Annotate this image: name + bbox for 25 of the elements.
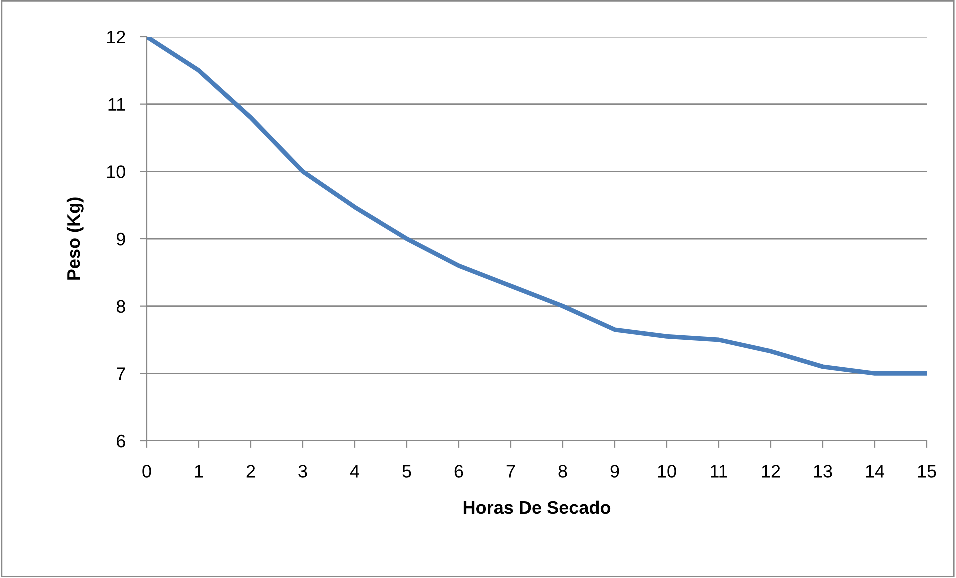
- x-tick-label: 7: [506, 465, 516, 478]
- x-tick-label: 15: [918, 465, 936, 478]
- x-tick-label: 5: [402, 465, 412, 478]
- y-tick-label: 10: [107, 166, 126, 178]
- x-tick-label: 8: [558, 465, 568, 478]
- x-tick-label: 2: [246, 465, 256, 478]
- x-tick-label: 0: [142, 465, 152, 478]
- y-tick-label: 12: [107, 30, 126, 44]
- x-tick-label: 6: [454, 465, 464, 478]
- x-tick-label: 12: [762, 465, 780, 478]
- x-axis-title: Horas De Secado: [464, 500, 611, 514]
- x-tick-label: 10: [658, 465, 676, 478]
- y-tick-label: 9: [116, 232, 126, 246]
- y-axis-title: Peso (Kg): [66, 198, 84, 280]
- y-tick-label: 7: [117, 368, 126, 380]
- x-tick-label: 4: [350, 465, 360, 478]
- x-tick-label: 3: [298, 465, 308, 478]
- y-tick-label: 6: [117, 434, 126, 448]
- y-tick-label: 11: [108, 98, 126, 111]
- x-tick-label: 9: [610, 465, 620, 478]
- x-tick-label: 14: [866, 465, 885, 478]
- y-tick-label: 8: [116, 300, 126, 314]
- x-tick-label: 1: [195, 465, 204, 478]
- x-tick-label: 11: [711, 465, 728, 478]
- x-tick-label: 13: [814, 465, 832, 478]
